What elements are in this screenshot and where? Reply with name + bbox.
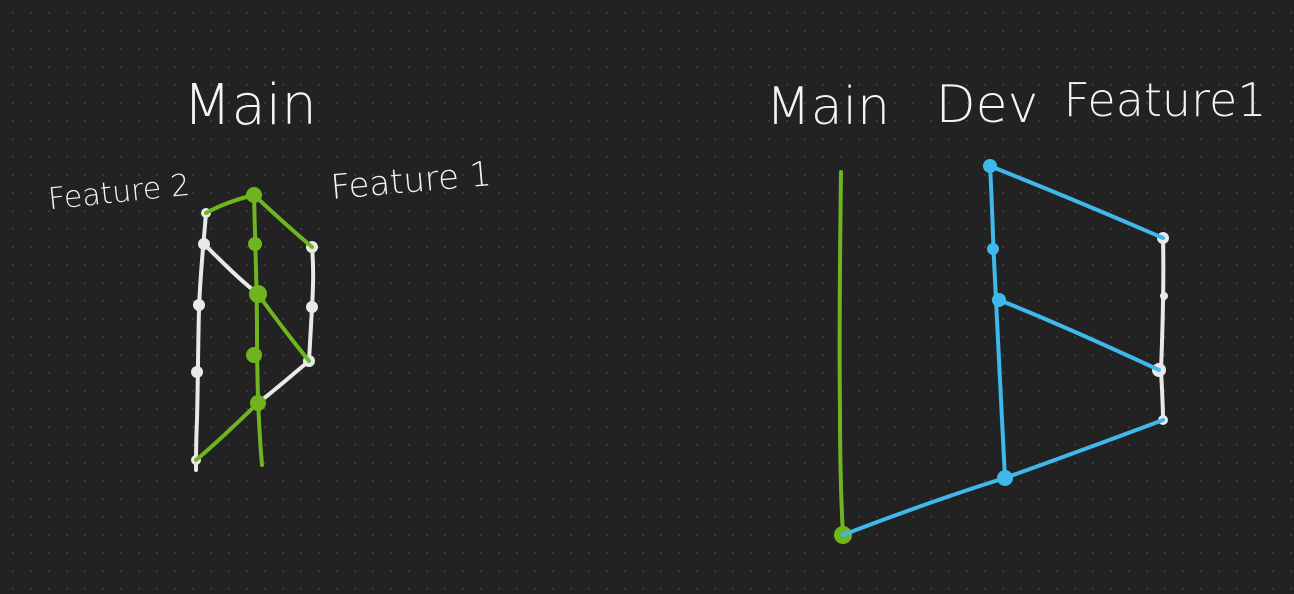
dev-commit [992,293,1006,307]
left-diagram: Main Feature 2 Feature 1 [47,73,493,472]
feature-2-commit [198,238,210,250]
dev-commit [997,470,1013,486]
right-main-branch [837,170,845,537]
feature-2-commit [191,366,203,378]
left-main-commits [246,187,267,411]
dev-to-feature-mid [997,298,1161,372]
left-main-commit [249,285,267,303]
feature-merge-into-dev [1003,418,1165,480]
left-main-commit [246,347,262,363]
left-main-label: Main [183,73,317,138]
feature-2-commits [191,208,211,465]
dev-label: Dev [936,75,1039,135]
feature-2-commit [193,299,205,311]
left-main-to-feature-2-end [194,401,260,462]
right-feature-branch [1158,236,1166,422]
feature-2-line [194,211,208,472]
dev-merge-into-main [841,476,1007,537]
feature-2-merge-line [202,242,260,296]
left-main-commit [250,395,266,411]
dev-branch [841,164,1165,537]
left-main-commit [248,237,262,251]
feature-2-label: Feature 2 [47,168,192,218]
right-diagram: Main Dev Feature1 [766,73,1267,544]
dev-commit [987,243,999,255]
dev-commit [983,159,997,173]
left-main-to-feature-1-mid [256,292,311,363]
feature-1-right-label: Feature1 [1063,73,1266,127]
feature-1-commit [306,301,318,313]
right-feature-commit [1160,292,1168,300]
feature-1-label: Feature 1 [329,154,493,208]
feature-1-merge-line [256,359,311,405]
left-main-to-feature-1 [252,193,314,249]
feature-1-branch [256,245,316,405]
right-feature-line [1158,236,1166,422]
dev-to-feature-branch [988,164,1165,240]
left-main-branch [194,193,314,467]
dev-line [988,164,1007,480]
left-main-line [252,193,264,467]
left-main-commit [246,187,262,203]
right-main-label: Main [766,77,890,137]
right-main-line [837,170,845,537]
dev-commits [983,159,1013,486]
